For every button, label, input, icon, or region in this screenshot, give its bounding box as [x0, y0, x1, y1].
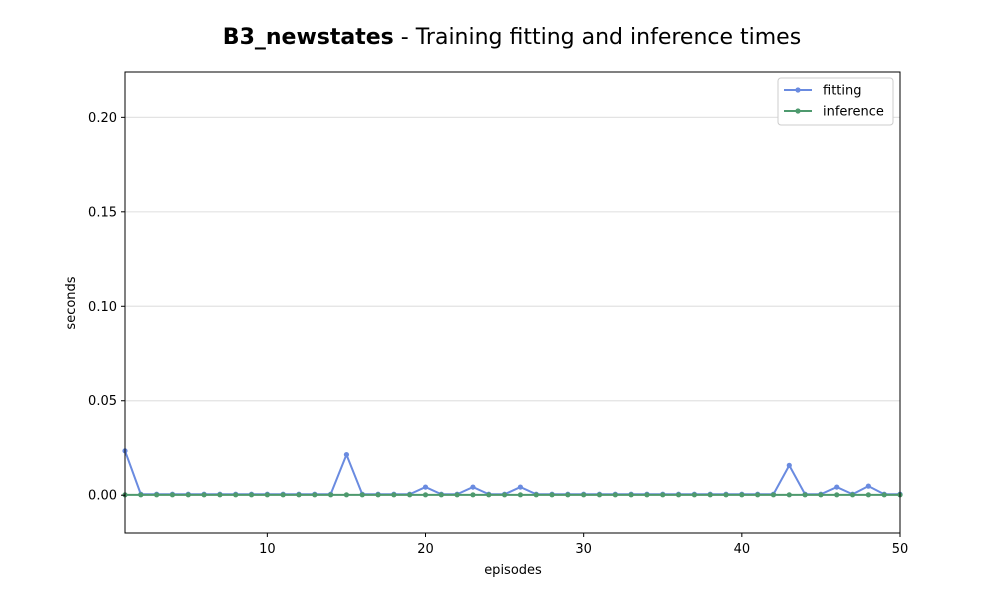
- data-point-inference: [723, 492, 729, 498]
- data-point-inference: [596, 492, 603, 498]
- y-axis-label: seconds: [64, 276, 79, 329]
- legend-marker-inference: [795, 108, 801, 114]
- y-tick-label: 0.15: [88, 205, 117, 220]
- data-point-inference: [549, 492, 555, 498]
- data-point-inference: [454, 492, 460, 498]
- data-point-inference: [217, 492, 223, 498]
- x-tick-label: 50: [892, 542, 909, 557]
- series-line-fitting: [124, 450, 900, 496]
- data-point-inference: [138, 492, 144, 498]
- data-point-inference: [438, 492, 444, 498]
- y-tick-label: 0.05: [88, 394, 117, 409]
- data-point-inference: [533, 492, 539, 498]
- data-point-inference: [501, 492, 508, 498]
- data-point-inference: [407, 492, 413, 498]
- data-point-inference: [818, 492, 824, 498]
- grid-lines: [125, 116, 900, 496]
- data-point-inference: [185, 492, 191, 498]
- plot-frame: [124, 71, 901, 534]
- data-point-inference: [359, 492, 365, 498]
- data-point-inference: [881, 492, 887, 498]
- chart-title: B3_newstates - Training fitting and infe…: [223, 25, 801, 50]
- data-point-inference: [581, 492, 587, 498]
- data-point-inference: [770, 492, 777, 498]
- data-point-inference: [565, 492, 571, 498]
- data-point-inference: [264, 492, 270, 498]
- data-point-inference: [486, 492, 492, 498]
- data-point-inference: [675, 492, 682, 498]
- data-point-inference: [391, 492, 397, 498]
- data-point-inference: [612, 492, 618, 498]
- data-point-inference: [691, 492, 697, 498]
- data-point-inference: [343, 492, 350, 498]
- data-point-inference: [296, 492, 302, 498]
- legend-label-inference: inference: [823, 105, 884, 120]
- data-point-inference: [248, 492, 255, 498]
- data-point-inference: [865, 492, 871, 498]
- x-axis-label: episodes: [484, 563, 542, 578]
- y-axis-ticks: 0.00 0.05 0.10 0.15 0.20: [88, 111, 125, 504]
- data-point-inference: [517, 492, 524, 498]
- data-point-inference: [169, 492, 176, 498]
- data-point-fitting: [422, 484, 429, 490]
- series-layer: [122, 448, 903, 498]
- x-tick-label: 10: [259, 542, 276, 557]
- data-point-inference: [328, 492, 334, 498]
- data-point-inference: [802, 492, 808, 498]
- data-point-inference: [470, 492, 476, 498]
- data-point-fitting: [834, 484, 840, 490]
- data-point-inference: [786, 492, 792, 498]
- chart-title-bold: B3_newstates: [223, 25, 394, 50]
- x-tick-label: 30: [575, 542, 592, 557]
- data-point-inference: [707, 492, 713, 498]
- data-point-fitting: [786, 462, 792, 468]
- data-point-inference: [739, 492, 745, 498]
- data-point-inference: [201, 492, 207, 498]
- data-point-inference: [628, 492, 634, 498]
- x-axis-ticks: 10 20 30 40 50: [259, 533, 908, 557]
- y-tick-label: 0.10: [88, 300, 117, 315]
- x-tick-label: 20: [417, 542, 434, 557]
- legend-marker-fitting: [795, 87, 801, 93]
- y-tick-label: 0.00: [88, 489, 117, 504]
- data-point-fitting: [865, 483, 871, 489]
- data-point-inference: [154, 492, 160, 498]
- data-point-fitting: [517, 484, 524, 490]
- data-point-inference: [644, 492, 650, 498]
- data-point-inference: [755, 492, 761, 498]
- y-tick-label: 0.20: [88, 111, 117, 126]
- data-point-fitting: [470, 484, 476, 490]
- data-point-inference: [834, 492, 840, 498]
- legend: fitting inference: [777, 77, 894, 126]
- data-point-inference: [422, 492, 429, 498]
- legend-label-fitting: fitting: [823, 84, 862, 99]
- data-point-inference: [375, 492, 381, 498]
- x-tick-label: 40: [734, 542, 751, 557]
- data-point-fitting: [343, 451, 350, 458]
- data-point-inference: [312, 492, 318, 498]
- data-point-inference: [280, 492, 286, 498]
- data-point-inference: [849, 492, 856, 498]
- chart-title-rest: - Training fitting and inference times: [394, 25, 801, 50]
- data-point-inference: [660, 492, 666, 498]
- data-point-inference: [233, 492, 239, 498]
